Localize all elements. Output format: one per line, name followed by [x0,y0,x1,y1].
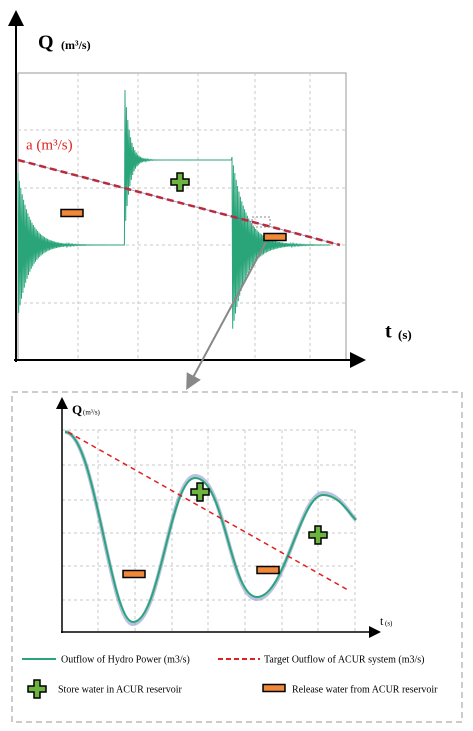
outflow-curve [17,89,331,329]
x-label: t [385,321,392,343]
y-label: Q [72,402,82,417]
x-label: t [380,614,384,628]
target-line-shadow [17,159,341,246]
legend-swatch [27,679,47,699]
zoom-frame [11,391,463,723]
curve-shadow [64,430,358,627]
x-unit: (s) [398,327,412,342]
legend-label: Outflow of Hydro Power (m3/s) [61,654,190,665]
target-label: a (m³/s) [26,137,73,153]
minus-icon [263,232,287,242]
minus-icon [122,569,146,579]
plus-icon [308,525,328,545]
minus-icon [60,208,84,218]
zoom-arrow [186,241,267,391]
legend-label: Store water in ACUR reservoir [58,684,183,695]
legend-label: Target Outflow of ACUR system (m3/s) [264,654,425,665]
zoom-box [251,216,271,228]
y-unit: (m³/s) [61,38,91,52]
y-unit: (m³/s) [83,409,101,417]
y-label: Q [38,32,54,54]
x-unit: (s) [385,620,393,628]
outflow-curve [64,431,357,624]
minus-icon [256,565,280,575]
legend-swatch [262,683,286,693]
zoom-chart: Q (m³/s) t (s) [11,391,463,723]
legend-label: Release water from ACUR reservoir [292,684,438,695]
legend: Outflow of Hydro Power (m3/s) Target Out… [22,654,438,699]
grid [62,429,356,632]
top-chart: Q (m³/s) t (s) a (m³/s) [8,10,412,391]
